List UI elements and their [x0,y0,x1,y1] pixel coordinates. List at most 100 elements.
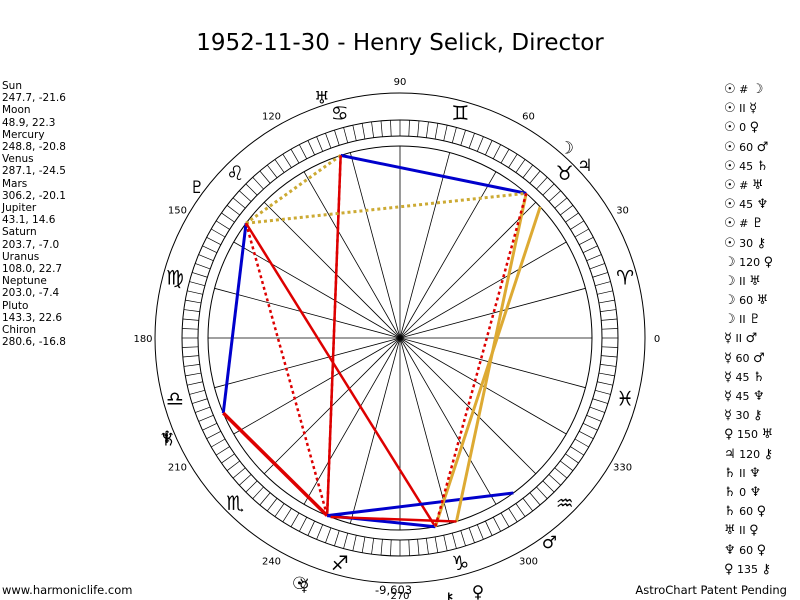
footer-website[interactable]: www.harmoniclife.com [2,583,133,597]
planet-chiron-icon: ⚷ [443,589,455,600]
degree-tick [189,389,205,395]
aspect-line [245,154,342,225]
degree-tick [417,539,420,556]
aspect-value: 45 [731,370,753,384]
planet-mars-icon: ♂ [542,533,557,553]
aspect-planet-2: ♄ [756,158,769,174]
planet-pluto-icon: ♇ [190,178,205,198]
degree-tick [529,492,541,506]
degree-tick [600,309,617,312]
spoke-line [399,337,451,524]
degree-tick [206,430,221,439]
zodiac-libra-icon: ♎ [166,386,184,410]
aspect-planet-1: ♀ [724,427,734,443]
spoke-line [214,337,401,389]
aspect-value: 0 [735,485,750,499]
aspect-row: ☉ # ☽ [724,80,773,99]
degree-tick [443,125,448,141]
aspect-row: ☉ 45 ♆ [724,195,773,214]
degree-tick [536,177,548,190]
aspect-value: 45 [731,390,753,403]
degree-tick [522,498,533,512]
degree-tick [274,159,285,173]
planet-name-mercury: Mercury [2,128,45,141]
degree-tick [508,508,518,523]
planet-position-saturn: 203.7, -7.0 [2,238,60,251]
degree-tick [592,398,609,404]
aspect-row: ☉ 30 ⚷ [724,234,773,253]
aspect-row: ♃ 120 ⚷ [724,445,773,464]
aspect-value: # [735,83,752,96]
aspect-value: 45 [735,159,757,173]
chart-title: 1952-11-30 - Henry Selick, Director [196,30,604,56]
degree-tick [597,381,613,386]
aspect-planet-1: ♆ [724,542,736,558]
degree-tick [221,212,235,223]
aspect-planet-1: ☿ [724,331,732,347]
degree-tick [239,474,252,486]
degree-tick [252,486,264,499]
aspect-planet-1: ☉ [724,177,736,193]
degree-label-330: 330 [613,463,632,474]
footer-patent: AstroChart Patent Pending [635,583,787,597]
aspect-planet-2: ⚷ [756,235,767,251]
degree-tick [601,355,618,358]
spoke-line [233,241,401,339]
degree-tick [601,346,618,348]
degree-tick [468,133,475,149]
spoke-line [214,287,401,339]
degree-tick [325,133,332,149]
degree-tick [215,220,230,230]
degree-tick [515,159,526,173]
degree-tick [307,520,315,536]
aspect-line [244,222,329,516]
degree-tick [245,480,258,493]
degree-tick [595,389,611,395]
spoke-line [399,241,567,339]
aspect-planet-1: ♄ [724,465,736,481]
aspect-row: ♄ II ♆ [724,464,773,483]
degree-tick [232,197,246,209]
degree-tick [582,245,598,253]
degree-tick [334,530,340,547]
aspect-planet-1: ☉ [724,216,736,232]
zodiac-gemini-icon: ♊ [451,101,469,125]
degree-tick [334,129,340,146]
planet-saturn-icon: ♄ [161,431,176,451]
degree-tick [500,512,510,527]
degree-tick [352,125,357,141]
aspect-planet-2: ♀ [756,504,767,520]
planet-name-jupiter: Jupiter [2,202,37,215]
degree-tick [343,127,349,143]
degree-label-300: 300 [519,557,538,568]
planet-position-uranus: 108.0, 22.7 [2,263,63,276]
degree-tick [560,205,574,216]
zodiac-capricorn-icon: ♑ [451,551,469,575]
planet-position-chiron: 280.6, -16.8 [2,336,66,349]
degree-tick [371,538,374,555]
degree-tick [542,480,555,493]
planet-position-mercury: 248.8, -20.8 [2,141,66,154]
aspect-row: ♄ 60 ♀ [724,502,773,521]
degree-tick [529,170,541,184]
degree-tick [191,398,208,404]
aspect-row: ☉ 60 ♂ [724,138,773,157]
degree-label-30: 30 [616,206,629,217]
planet-mercury-icon: ☿ [299,576,309,596]
aspect-planet-1: ☿ [724,369,732,385]
aspect-planet-2: ⚷ [763,446,774,462]
degree-tick [582,423,598,431]
degree-tick [290,149,300,164]
aspect-value: 0 [735,121,750,135]
degree-label-180: 180 [133,334,152,345]
degree-tick [182,346,199,348]
degree-tick [361,123,366,140]
aspect-row: ☽ 120 ♀ [724,253,773,272]
degree-tick [267,498,278,512]
planet-name-neptune: Neptune [2,275,47,288]
spoke-line [303,337,401,505]
degree-tick [182,318,199,321]
planet-name-venus: Venus [2,153,34,166]
degree-tick [508,153,518,168]
degree-label-120: 120 [262,111,281,122]
